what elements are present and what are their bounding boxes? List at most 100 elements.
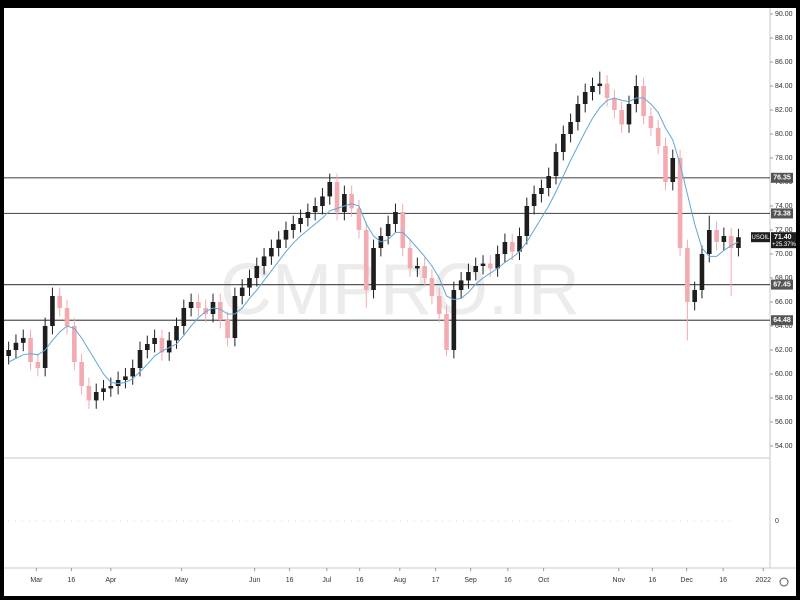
symbol-tag [751, 232, 770, 243]
symbol-label: USOIL [751, 235, 770, 241]
x-tick-label: 16 [286, 577, 294, 584]
candle-body [721, 236, 727, 242]
lower-pane-tick-label: 0 [775, 518, 779, 525]
candle-body [422, 266, 427, 278]
candle-body [42, 326, 48, 368]
candle-body [685, 248, 690, 302]
candle-body [137, 350, 143, 368]
x-tick-label: 16 [356, 577, 364, 584]
candle-body [72, 326, 77, 362]
candle-body [334, 182, 340, 212]
candle-body [509, 242, 515, 252]
level-label-box [771, 172, 793, 183]
candle-body [363, 230, 369, 290]
x-tick-label: Apr [105, 577, 117, 584]
candle-body [13, 342, 19, 350]
level-label: 73.38 [773, 210, 791, 217]
candle-body [626, 104, 632, 125]
y-tick-label: 88.00 [775, 35, 793, 42]
candle-body [298, 218, 303, 224]
y-tick-label: 66.00 [775, 299, 793, 306]
candle-body [648, 116, 654, 128]
x-tick-label: 16 [68, 577, 76, 584]
level-label: 64.48 [773, 317, 791, 324]
y-tick-label: 58.00 [775, 395, 793, 402]
candle-body [342, 194, 347, 212]
y-tick-label: 72.00 [775, 227, 793, 234]
candle-body [393, 212, 398, 224]
candle-body [561, 134, 566, 152]
candle-body [371, 248, 376, 290]
candle-body [115, 380, 121, 386]
candle-body [239, 287, 245, 296]
candle-body [663, 146, 668, 182]
y-tick-label: 68.00 [775, 275, 793, 282]
candle-body [655, 128, 661, 146]
candle-body [356, 208, 362, 230]
candle-body [568, 122, 573, 134]
y-tick-label: 78.00 [775, 155, 793, 162]
candle-body [349, 194, 354, 209]
x-tick-label: Mar [30, 577, 43, 584]
candle-body [612, 98, 617, 110]
x-tick-label: Oct [538, 577, 549, 584]
y-tick-label: 70.00 [775, 251, 793, 258]
candle-body [320, 196, 325, 206]
candle-body [276, 239, 281, 248]
y-tick-label: 62.00 [775, 347, 793, 354]
candle-body [480, 263, 486, 266]
x-tick-label: 17 [432, 577, 440, 584]
last-price-label: 71.40 [774, 234, 792, 241]
candle-body [269, 248, 274, 257]
candle-body [145, 344, 150, 350]
candle-body [232, 296, 238, 338]
candle-body [86, 386, 92, 401]
level-label-box [771, 315, 793, 326]
candle-body [444, 314, 449, 350]
candle-body [174, 326, 179, 341]
candle-body [50, 296, 55, 326]
x-tick-label: Aug [394, 577, 407, 584]
x-tick-label: 16 [504, 577, 512, 584]
candle-body [597, 83, 603, 86]
candle-body [400, 212, 406, 248]
candle-body [473, 266, 479, 272]
candle-body [458, 280, 464, 290]
change-label: +25.37% [772, 242, 797, 248]
candle-body [28, 338, 33, 362]
candle-body [466, 272, 471, 281]
candle-body [130, 368, 136, 377]
candle-body [575, 104, 581, 122]
candle-body [101, 388, 106, 392]
candle-body [123, 376, 128, 380]
x-tick-label: Nov [613, 577, 626, 584]
candle-body [670, 158, 676, 182]
candle-body [64, 308, 70, 326]
last-price-box [771, 232, 796, 249]
settings-icon[interactable] [779, 577, 789, 587]
candle-body [35, 362, 41, 368]
level-label-box [771, 208, 793, 219]
candle-body [677, 158, 683, 248]
candle-body [93, 392, 99, 401]
candle-body [247, 278, 252, 288]
y-tick-label: 86.00 [775, 59, 793, 66]
candle-body [6, 350, 11, 356]
candle-body [641, 86, 646, 116]
y-tick-label: 90.00 [775, 11, 793, 18]
level-label-box [771, 279, 793, 290]
y-tick-label: 84.00 [775, 83, 793, 90]
candle-body [188, 302, 194, 308]
candle-body [633, 86, 639, 104]
candle-body [79, 362, 84, 386]
candle-body [283, 230, 289, 240]
moving-average [8, 97, 739, 385]
y-tick-label: 80.00 [775, 131, 793, 138]
x-tick-label: Jun [249, 577, 260, 584]
chart-background [4, 8, 796, 596]
level-label: 76.35 [773, 175, 791, 182]
candle-body [407, 248, 413, 269]
candle-body [436, 296, 442, 314]
candle-body [327, 182, 333, 197]
